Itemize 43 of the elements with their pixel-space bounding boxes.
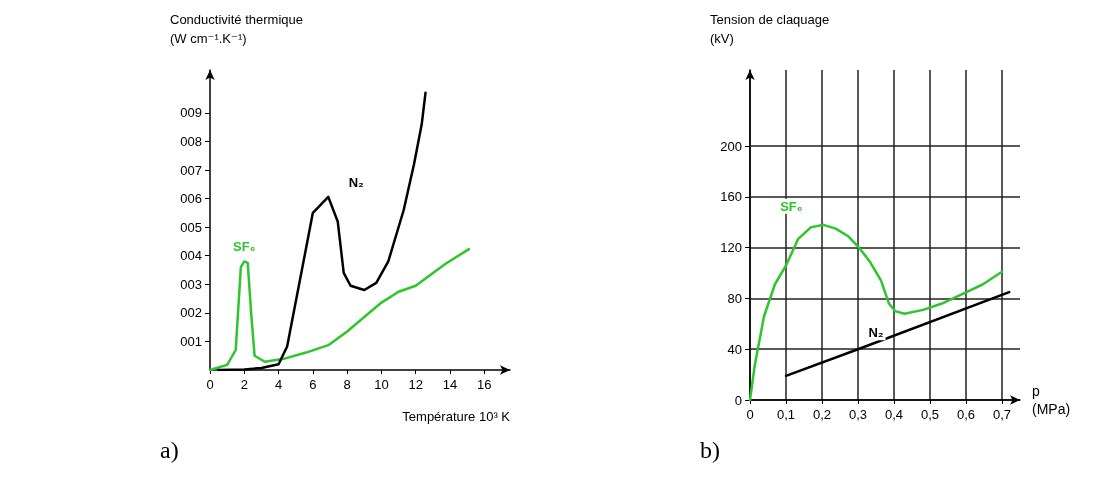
y-tick-label: 009 [180, 105, 202, 121]
y-tick-label: 0 [734, 392, 742, 408]
x-tick-label: 6 [309, 377, 317, 392]
y-axis-title: Tension de claquage (kV) [710, 12, 830, 46]
y-tick-label: 004 [180, 248, 202, 264]
x-tick-label: 0 [746, 407, 754, 422]
series-label: N₂ [868, 325, 884, 341]
series-label: SF₆ [233, 239, 256, 255]
y-tick-label: 008 [180, 133, 202, 149]
y-tick-label: 005 [180, 219, 202, 235]
x-tick-label: 0 [206, 377, 214, 392]
x-tick-label: 0,7 [992, 407, 1012, 422]
x-axis-title: Température 10³ K [402, 409, 511, 424]
y-tick-label: 200 [720, 138, 742, 154]
y-tick-label: 80 [727, 290, 742, 306]
series-label: N₂ [348, 174, 365, 190]
text: a) [160, 437, 179, 463]
y-tick-label: 40 [727, 341, 742, 357]
x-tick-label: 8 [343, 377, 351, 392]
line-series [748, 223, 1004, 402]
y-tick-label: 160 [720, 189, 742, 205]
x-tick-label: 0,5 [920, 407, 940, 422]
x-tick-label: 10 [374, 377, 389, 392]
x-tick-label: 0,6 [956, 407, 976, 422]
x-tick-label: 4 [274, 377, 283, 392]
series-label: SF₆ [780, 198, 803, 214]
x-axis-title: p (MPa) [1032, 383, 1071, 417]
x-tick-label: 0,3 [848, 407, 868, 422]
x-tick-label: 2 [240, 377, 248, 392]
x-tick-label: 0,4 [884, 407, 904, 422]
y-tick-label: 001 [180, 333, 202, 349]
y-tick-label: 120 [720, 240, 742, 256]
x-tick-label: 16 [477, 377, 492, 392]
x-tick-label: 0,1 [776, 407, 796, 422]
y-tick-label: 003 [180, 276, 202, 292]
y-tick-label: 007 [180, 162, 202, 178]
x-tick-label: 12 [408, 377, 423, 392]
text: b) [700, 437, 720, 463]
y-tick-label: 006 [180, 191, 202, 207]
y-axis-title: Conductivité thermique (W cm⁻¹.K⁻¹) [170, 12, 303, 46]
x-tick-label: 0,2 [812, 407, 832, 422]
y-tick-label: 002 [180, 305, 202, 321]
x-tick-label: 14 [442, 377, 458, 392]
